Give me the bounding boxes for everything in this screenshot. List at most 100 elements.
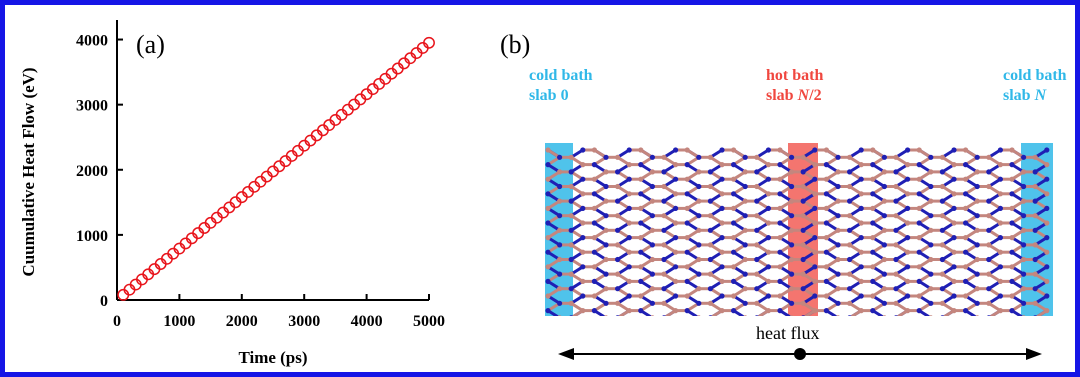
lattice-atom <box>615 286 621 292</box>
lattice-atom <box>916 162 922 168</box>
lattice-atom <box>697 315 701 316</box>
lattice-atom <box>847 286 853 292</box>
lattice-atom <box>963 191 969 197</box>
lattice-atom <box>661 256 667 263</box>
lattice-atom <box>1044 293 1050 299</box>
lattice-atom <box>1021 271 1027 277</box>
lattice-atom <box>719 308 725 314</box>
lattice-atom <box>626 293 632 299</box>
lattice-atom <box>684 293 690 299</box>
lattice-atom <box>847 271 853 277</box>
lattice-atom <box>789 315 794 316</box>
lattice-atom <box>800 154 806 160</box>
lattice-atom <box>545 278 551 284</box>
lattice-atom <box>754 286 760 292</box>
lattice-atom <box>1044 264 1050 270</box>
lattice-atom <box>1032 154 1038 160</box>
lattice-atom <box>731 278 737 284</box>
lattice-atom <box>800 227 806 233</box>
lattice-atom <box>1009 278 1015 284</box>
lattice-atom <box>986 271 992 277</box>
lattice-atom <box>974 256 980 263</box>
lattice-atom <box>951 308 957 314</box>
lattice-atom <box>939 256 946 263</box>
lattice-atom <box>1044 308 1050 314</box>
lattice-atom <box>847 183 853 190</box>
lattice-atom <box>765 205 772 211</box>
lattice-atom <box>928 213 934 219</box>
lattice-atom <box>789 227 795 233</box>
lattice-atom <box>905 293 911 299</box>
lattice-atom <box>742 213 748 219</box>
lattice-atom <box>1009 308 1015 314</box>
lattice-atom <box>603 242 609 248</box>
lattice-atom <box>789 256 795 263</box>
lattice-atom <box>603 169 609 175</box>
lattice-atom <box>649 227 656 233</box>
lattice-atom <box>742 300 748 306</box>
lattice-atom <box>812 162 818 168</box>
lattice-atom <box>591 147 598 153</box>
lattice-atom <box>707 242 714 248</box>
lattice-atom <box>661 242 667 248</box>
lattice-atom <box>951 162 957 168</box>
lattice-atom <box>777 162 783 168</box>
lattice-atom <box>939 271 946 277</box>
lattice-atom <box>870 264 876 270</box>
lattice-atom <box>742 154 748 160</box>
lattice-atom <box>638 278 644 284</box>
lattice-atom <box>742 169 748 175</box>
lattice-atom <box>1009 205 1015 211</box>
lattice-atom <box>835 169 841 175</box>
lattice-atom <box>905 278 911 284</box>
lattice-atom <box>1044 205 1050 211</box>
lattice-atom <box>928 286 934 292</box>
lattice-atom <box>719 205 725 211</box>
lattice-atom <box>823 147 830 153</box>
lattice-atom <box>615 242 621 248</box>
lattice-atom <box>626 235 632 241</box>
lattice-atom <box>881 227 888 233</box>
lattice-atom <box>1032 300 1038 306</box>
hot-bath-line1: hot bath <box>766 67 824 84</box>
lattice-atom <box>974 227 980 233</box>
lattice-atom <box>580 249 586 255</box>
lattice-atom <box>1021 227 1027 233</box>
lattice-atom <box>580 176 586 182</box>
lattice-atom <box>731 176 737 182</box>
lattice-atom <box>870 147 876 153</box>
lattice-atom <box>626 278 632 284</box>
lattice-atom <box>858 176 864 182</box>
lattice-atom <box>870 162 876 168</box>
lattice-atom <box>673 147 679 153</box>
lattice-atom <box>649 154 656 160</box>
flux-origin-dot <box>794 348 806 360</box>
lattice-atom <box>684 176 690 182</box>
lattice-atom <box>928 242 934 248</box>
lattice-atom <box>673 191 679 197</box>
lattice-atom <box>1044 147 1050 153</box>
lattice-atom <box>789 169 795 175</box>
lattice-atom <box>615 154 621 160</box>
lattice-atom <box>765 293 772 299</box>
lattice-atom <box>951 191 957 197</box>
lattice-atom <box>684 220 690 226</box>
lattice-atom <box>812 235 818 241</box>
lattice-atom <box>673 235 679 241</box>
x-axis-title: Time (ps) <box>238 348 307 367</box>
lattice-atom <box>719 220 725 226</box>
lattice-atom <box>1032 169 1038 175</box>
lattice-atom <box>1032 242 1038 248</box>
lattice-atom <box>1032 227 1038 233</box>
lattice-atom <box>765 308 772 314</box>
lattice-atom <box>835 300 841 306</box>
lattice-atom <box>591 264 598 270</box>
lattice-atom <box>939 227 946 233</box>
lattice-atom <box>696 213 702 219</box>
lattice-atom <box>615 271 621 277</box>
lattice-atom <box>661 169 667 175</box>
lattice-atom <box>951 147 957 153</box>
lattice-atom <box>1044 249 1050 255</box>
lattice-atom <box>1032 286 1038 292</box>
lattice-atom <box>847 256 853 263</box>
